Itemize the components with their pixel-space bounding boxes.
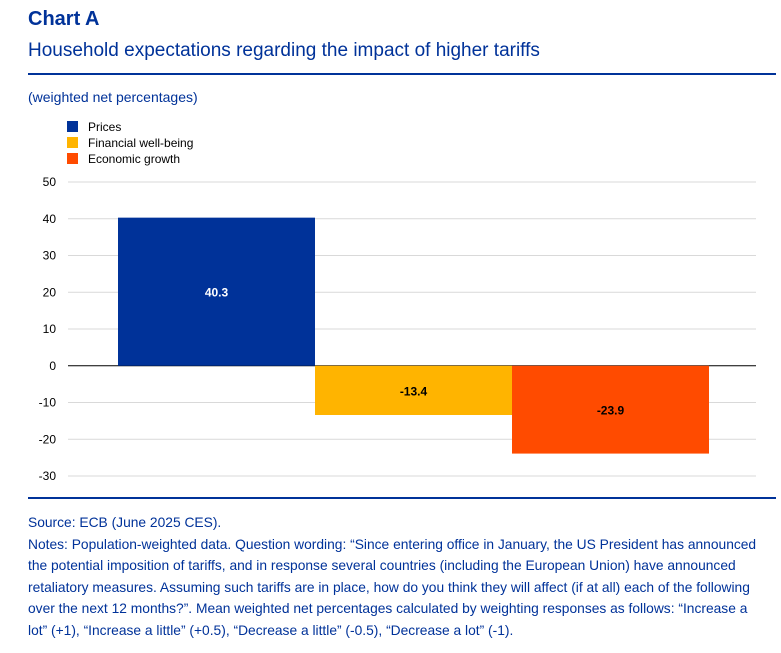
data-label: -23.9 [597,404,625,418]
bars [118,217,709,454]
y-tick-label: -10 [39,396,57,410]
bottom-divider [28,497,776,499]
source-note: Source: ECB (June 2025 CES). [28,515,222,530]
data-label: -13.4 [400,384,428,398]
y-tick-label: 50 [43,175,57,189]
bar-chart: 50 40 30 20 10 0 -10 -20 -30 40.3 -13.4 -23.9 Pric… [39,120,756,483]
legend-label: Economic growth [88,152,180,166]
y-tick-label: 30 [43,249,57,263]
bar-financial-well-being [315,365,512,415]
y-tick-label: 20 [43,285,57,299]
data-labels: 40.3 -13.4 -23.9 [205,286,625,418]
chart-label: Chart A [28,8,100,30]
chart-title: Household expectations regarding the imp… [28,40,540,61]
notes-text: Notes: Population-weighted data. Questio… [28,536,757,638]
y-tick-label: 10 [43,322,57,336]
legend-swatch [67,137,78,148]
top-divider [28,73,776,75]
bar-economic-growth [512,365,709,454]
chart-subtitle: (weighted net percentages) [28,89,198,105]
legend-label: Prices [88,120,121,134]
bar-prices [118,217,315,366]
y-tick-label: 40 [43,212,57,226]
y-tick-label: -30 [39,469,57,483]
legend-label: Financial well-being [88,136,193,150]
legend: Prices Financial well-being Economic growt… [67,120,193,166]
footer: Source: ECB (June 2025 CES). Notes: Popu… [28,512,768,642]
legend-swatch [67,153,78,164]
data-label: 40.3 [205,286,229,300]
y-tick-label: 0 [49,359,56,373]
y-tick-label: -20 [39,432,57,446]
legend-swatch [67,121,78,132]
y-tick-labels: 50 40 30 20 10 0 -10 -20 -30 [39,175,57,483]
